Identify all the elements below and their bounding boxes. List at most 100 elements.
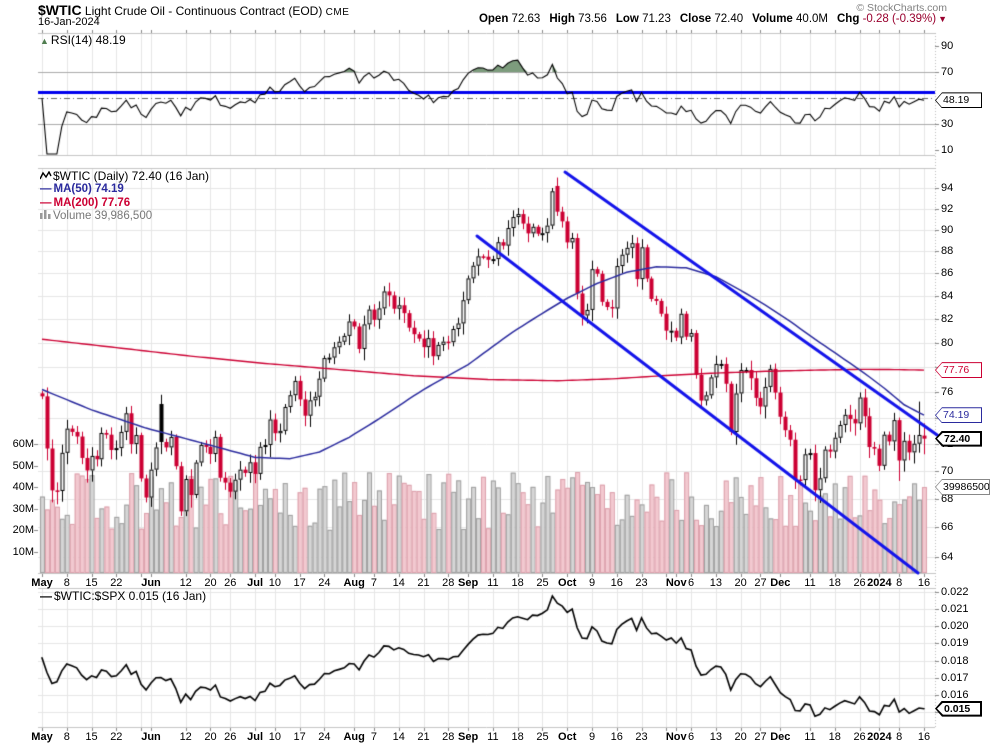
ma200-line-icon: — bbox=[40, 196, 52, 209]
x-axis-label: 15 bbox=[85, 731, 98, 743]
x-axis-label: Jul bbox=[247, 577, 264, 589]
x-axis-label: 8 bbox=[63, 731, 70, 743]
last-price-box: 72.40 bbox=[935, 430, 982, 447]
quote-field-value: 73.56 bbox=[578, 13, 607, 25]
rsi-value-box: 48.19 bbox=[935, 92, 982, 109]
x-axis-label: 18 bbox=[511, 731, 524, 743]
chart-date: 16-Jan-2024 bbox=[38, 16, 100, 28]
rsi-axis-label: 10 bbox=[941, 144, 954, 156]
volume-bars-icon bbox=[40, 210, 51, 219]
x-axis-label: 13 bbox=[709, 731, 722, 743]
quote-field-value: 72.63 bbox=[511, 13, 541, 25]
x-axis-label: 26 bbox=[853, 731, 866, 743]
ratio-value-box: 0.015 bbox=[935, 700, 982, 717]
ma50-value-box: 74.19 bbox=[935, 407, 982, 424]
x-axis-label: 15 bbox=[85, 577, 98, 589]
x-axis-label: 23 bbox=[635, 731, 648, 743]
volume-axis-label: 40M bbox=[12, 481, 34, 493]
x-axis-label: 8 bbox=[896, 731, 903, 743]
price-axis-label: 82 bbox=[941, 313, 954, 326]
x-axis-label: 26 bbox=[853, 577, 866, 589]
x-axis-label: 22 bbox=[110, 731, 123, 743]
ma200-legend-row: — MA(200) 77.76 bbox=[40, 197, 209, 211]
x-axis-label: 22 bbox=[110, 577, 123, 589]
price-axis-label: 80 bbox=[941, 336, 954, 349]
x-axis-label: Dec bbox=[770, 577, 791, 589]
price-series-icon bbox=[39, 170, 52, 180]
price-axis-label: 90 bbox=[941, 223, 954, 236]
x-axis-label: Sep bbox=[458, 577, 479, 589]
x-axis-label: 26 bbox=[224, 577, 237, 589]
quote-field-value: -0.28 (-0.39%) bbox=[862, 13, 937, 25]
x-axis-label: 16 bbox=[610, 731, 623, 743]
x-axis-label: Jul bbox=[247, 731, 264, 743]
quote-field-label: Close bbox=[679, 13, 715, 25]
quote-summary: Open 72.63 High 73.56 Low 71.23 Close 72.40… bbox=[479, 13, 947, 25]
rsi-legend-label: RSI(14) 48.19 bbox=[50, 33, 126, 47]
x-axis-label: 17 bbox=[293, 731, 306, 743]
quote-field-label: Open bbox=[478, 13, 512, 25]
ratio-axis-label: 0.018 bbox=[941, 654, 969, 667]
x-axis-label: 14 bbox=[392, 731, 405, 743]
x-axis-label: 12 bbox=[179, 731, 192, 743]
ratio-axis-label: 0.016 bbox=[941, 688, 969, 701]
x-axis-label: 18 bbox=[511, 577, 524, 589]
price-axis-label: 68 bbox=[941, 492, 954, 505]
x-axis-label: 11 bbox=[487, 731, 499, 743]
x-axis-label: 11 bbox=[804, 577, 816, 589]
price-axis-label: 88 bbox=[941, 245, 954, 258]
ratio-axis-label: 0.017 bbox=[941, 671, 969, 684]
x-axis-label: 16 bbox=[917, 731, 931, 743]
x-axis-label: Jun bbox=[141, 577, 161, 589]
x-axis-label: 16 bbox=[917, 577, 931, 589]
ma50-line-icon: — bbox=[40, 183, 52, 195]
rsi-axis-label: 30 bbox=[941, 118, 954, 130]
instrument-name: Light Crude Oil - Continuous Contract (E… bbox=[81, 4, 326, 18]
ratio-axis-label: 0.020 bbox=[941, 620, 969, 633]
ratio-axis-label: 0.021 bbox=[941, 603, 969, 616]
x-axis-label: 8 bbox=[896, 577, 903, 589]
x-axis-label: 10 bbox=[268, 731, 281, 743]
x-axis-label: 20 bbox=[204, 577, 217, 589]
x-axis-label: 11 bbox=[804, 731, 816, 743]
x-axis-label: 11 bbox=[487, 577, 499, 589]
volume-axis-label: 20M bbox=[12, 524, 34, 536]
x-axis-label: Sep bbox=[458, 731, 479, 743]
symbol-legend-label: $WTIC (Daily) 72.40 (16 Jan) bbox=[53, 169, 210, 183]
x-axis-label: Jun bbox=[141, 731, 161, 743]
price-axis-label: 66 bbox=[941, 521, 954, 534]
volume-axis-label: 10M bbox=[12, 545, 34, 558]
x-axis-label: 6 bbox=[688, 577, 695, 589]
x-axis-label: 7 bbox=[370, 731, 378, 743]
price-axis-label: 92 bbox=[941, 202, 954, 215]
x-axis-label: 27 bbox=[754, 577, 767, 589]
ratio-legend: — $WTIC:$SPX 0.015 (16 Jan) bbox=[40, 589, 206, 603]
price-axis-label: 70 bbox=[941, 465, 954, 477]
quote-field-label: High bbox=[549, 13, 579, 25]
volume-axis-label: 50M bbox=[12, 459, 34, 472]
x-axis-label: 9 bbox=[588, 577, 596, 589]
x-axis-label: May bbox=[31, 731, 53, 743]
rsi-indicator-icon: ▲ bbox=[40, 36, 49, 46]
quote-field-value: 72.40 bbox=[714, 13, 744, 25]
x-axis-label: Oct bbox=[558, 731, 577, 743]
x-axis-label: Nov bbox=[665, 731, 687, 743]
x-axis-label: 2024 bbox=[867, 731, 892, 743]
x-axis-label: 20 bbox=[734, 577, 747, 589]
volume-legend-row: Volume 39,986,500 bbox=[40, 210, 209, 224]
main-legend: $WTIC (Daily) 72.40 (16 Jan) — MA(50) 74.… bbox=[39, 169, 210, 224]
x-axis-label: 16 bbox=[610, 577, 623, 589]
ratio-axis-label: 0.022 bbox=[941, 586, 969, 598]
x-axis-label: 13 bbox=[709, 577, 722, 589]
ticker-symbol: $WTIC bbox=[38, 2, 82, 18]
price-axis-label: 64 bbox=[941, 551, 954, 564]
x-axis-label: 8 bbox=[63, 577, 70, 589]
chart-title: $WTIC Light Crude Oil - Continuous Contr… bbox=[38, 2, 349, 18]
x-axis-label: 2024 bbox=[867, 577, 892, 589]
exchange-label: CME bbox=[325, 7, 350, 18]
change-down-icon: ▼ bbox=[938, 14, 947, 24]
price-axis-label: 94 bbox=[941, 182, 954, 194]
volume-value-box: 39986500 bbox=[935, 479, 990, 496]
